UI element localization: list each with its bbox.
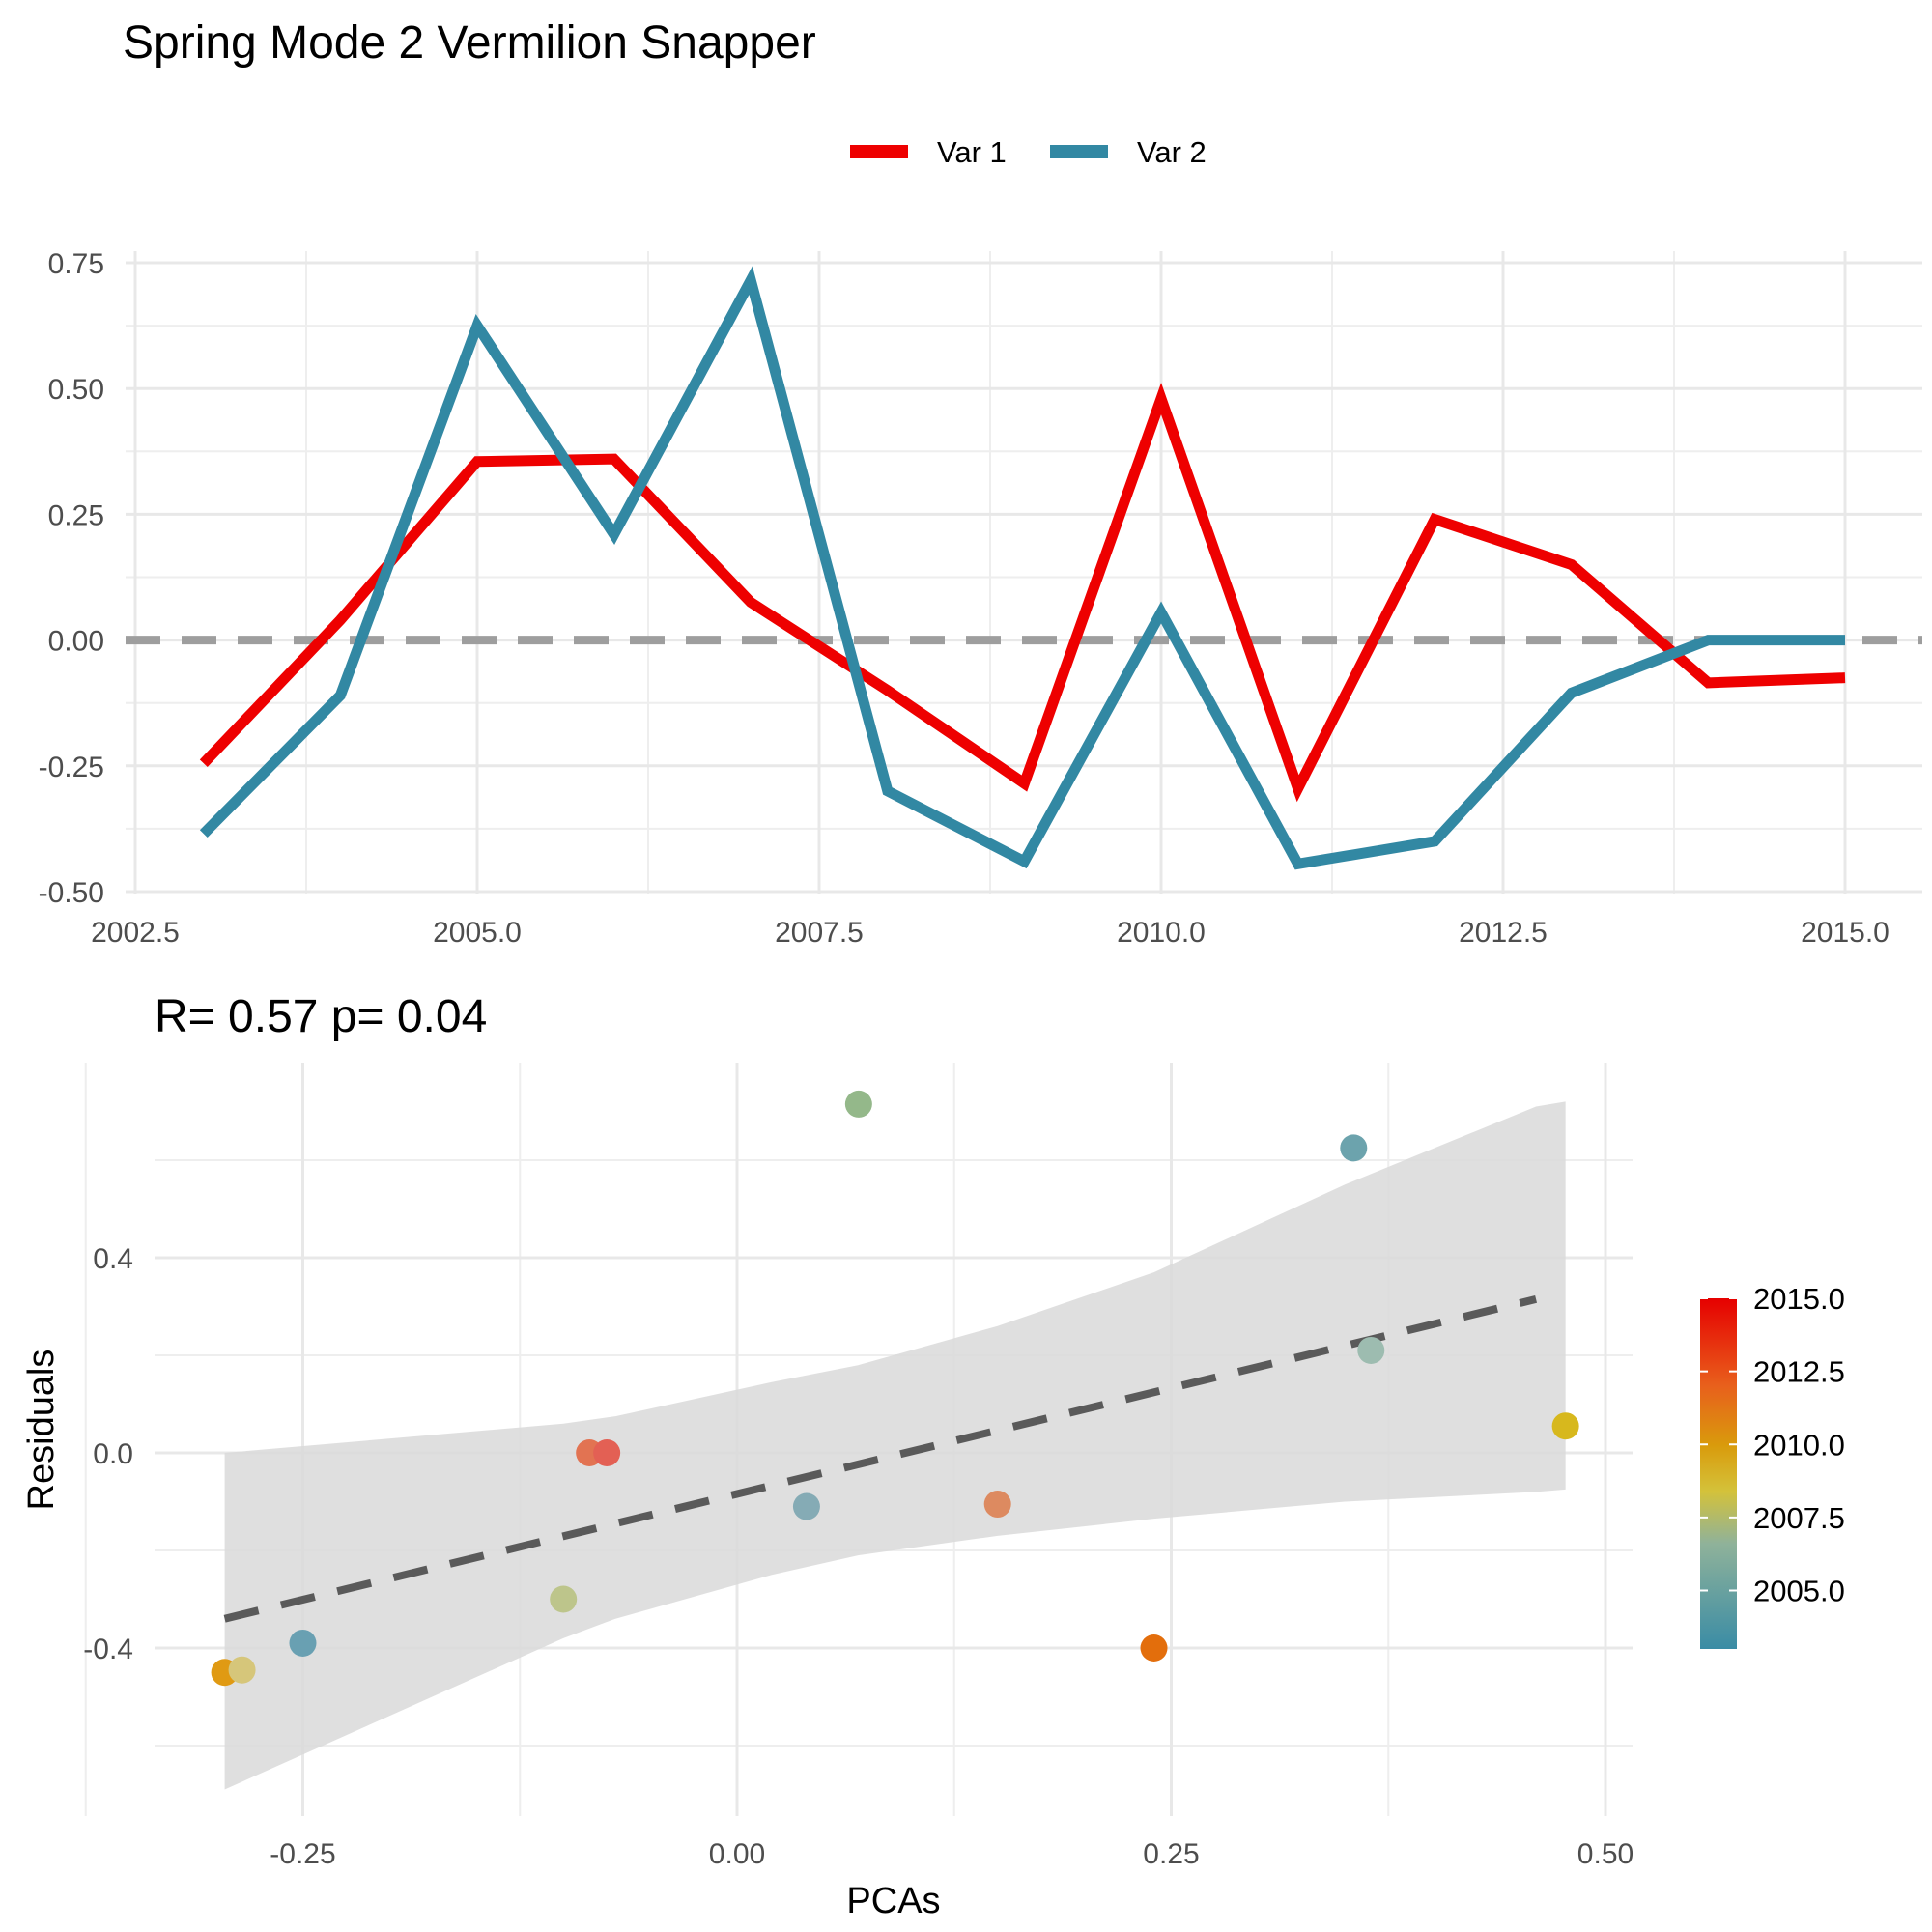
x-tick-label: 2007.5 (775, 917, 864, 949)
scatter-point (792, 1492, 820, 1520)
series-line-var-1 (199, 383, 1846, 803)
scatter-point (593, 1439, 621, 1466)
scatter-point (983, 1491, 1011, 1519)
legend: Var 1 Var 2 (850, 135, 1207, 169)
legend-label-var-2: Var 2 (1137, 135, 1207, 169)
bottom-scatter-plot: -0.25 0.00 0.25 0.50 -0.4 0.0 0.4 (83, 1063, 1634, 1870)
y-tick-label: 0.25 (48, 499, 104, 531)
scatter-point (1551, 1412, 1579, 1440)
colorbar-tick-label: 2012.5 (1753, 1355, 1845, 1389)
scatter-point (550, 1585, 578, 1613)
scatter-point (1357, 1336, 1385, 1364)
y-axis-title: Residuals (21, 1350, 62, 1511)
x-tick-label: -0.25 (270, 1838, 335, 1870)
y-tick-label: -0.25 (39, 752, 104, 783)
y-tick-label: -0.50 (39, 877, 104, 909)
colorbar-legend: 2015.0 2012.5 2010.0 2007.5 2005.0 (1700, 1282, 1845, 1649)
x-tick-label: 0.50 (1577, 1838, 1634, 1870)
scatter-point (289, 1629, 317, 1657)
colorbar-bar (1700, 1298, 1737, 1649)
scatter-point (1140, 1634, 1168, 1662)
confidence-ribbon (224, 1101, 1566, 1790)
x-tick-label: 0.00 (709, 1838, 765, 1870)
x-tick-label: 2005.0 (433, 917, 522, 949)
colorbar-tick-label: 2015.0 (1753, 1282, 1845, 1316)
y-tick-label: -0.4 (83, 1634, 133, 1665)
colorbar-tick-label: 2010.0 (1753, 1428, 1845, 1462)
x-tick-label: 2002.5 (91, 917, 180, 949)
series-line-var-2 (199, 266, 1845, 870)
x-tick-label: 2010.0 (1117, 917, 1206, 949)
legend-label-var-1: Var 1 (937, 135, 1007, 169)
y-tick-label: 0.50 (48, 374, 104, 406)
y-tick-label: 0.75 (48, 248, 104, 280)
top-chart-title: Spring Mode 2 Vermilion Snapper (123, 17, 816, 69)
y-tick-label: 0.00 (48, 626, 104, 658)
y-tick-label: 0.4 (93, 1243, 133, 1275)
scatter-point (228, 1656, 256, 1684)
bottom-chart-title: R= 0.57 p= 0.04 (155, 991, 487, 1042)
colorbar-tick-label: 2007.5 (1753, 1501, 1845, 1535)
regression-fit-line (223, 1295, 1538, 1623)
x-axis-title: PCAs (846, 1881, 940, 1921)
scatter-point (1340, 1134, 1368, 1162)
scatter-point (844, 1090, 872, 1118)
colorbar-tick-label: 2005.0 (1753, 1575, 1845, 1608)
x-tick-label: 2012.5 (1459, 917, 1548, 949)
x-tick-label: 0.25 (1143, 1838, 1199, 1870)
top-line-plot: 2002.5 2005.0 2007.5 2010.0 2012.5 2015.0 -0.5… (39, 248, 1922, 949)
x-tick-label: 2015.0 (1801, 917, 1889, 949)
y-tick-label: 0.0 (93, 1438, 133, 1470)
